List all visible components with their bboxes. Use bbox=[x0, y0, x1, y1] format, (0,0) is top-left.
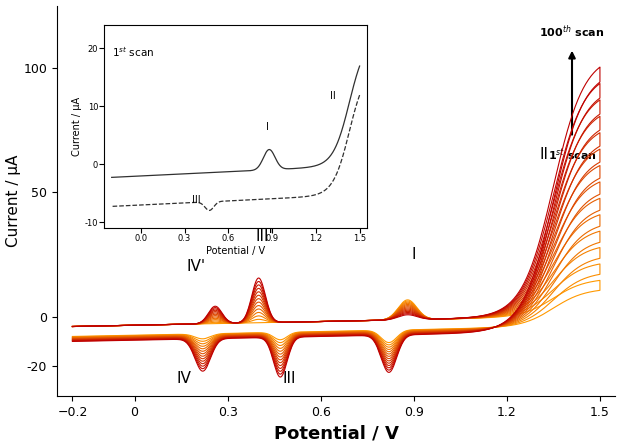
Text: I: I bbox=[412, 247, 416, 262]
Text: III': III' bbox=[256, 229, 274, 245]
Text: II: II bbox=[540, 147, 548, 162]
Text: IV: IV bbox=[177, 371, 192, 386]
X-axis label: Potential / V: Potential / V bbox=[274, 424, 399, 443]
Text: 1$^{st}$ scan: 1$^{st}$ scan bbox=[548, 147, 596, 163]
Text: 100$^{th}$ scan: 100$^{th}$ scan bbox=[540, 24, 605, 40]
Text: IV': IV' bbox=[187, 259, 206, 274]
Text: III: III bbox=[283, 371, 296, 386]
Y-axis label: Current / μA: Current / μA bbox=[6, 155, 20, 247]
